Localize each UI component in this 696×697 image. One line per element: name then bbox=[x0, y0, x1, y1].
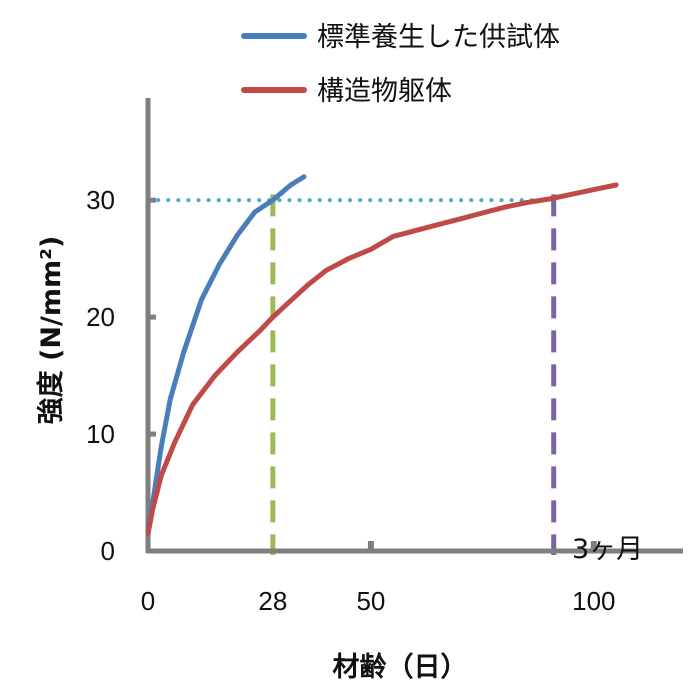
tick-labels: 0 10 20 30 0 28 50 100 bbox=[86, 185, 615, 616]
y-axis-title: 強度 (N/mm²) bbox=[35, 236, 67, 425]
y-tick-label-10: 10 bbox=[86, 419, 115, 449]
x-axis-title: 材齢（日） bbox=[333, 651, 468, 683]
y-tick-label-20: 20 bbox=[86, 302, 115, 332]
series-line-1 bbox=[145, 174, 307, 531]
x-tick-label-28: 28 bbox=[258, 586, 287, 616]
legend-label-1: 標準養生した供試体 bbox=[317, 22, 560, 53]
x-tick-label-50: 50 bbox=[356, 586, 385, 616]
x-tick-label-100: 100 bbox=[572, 586, 615, 616]
y-tick-label-30: 30 bbox=[86, 185, 115, 215]
legend-label-2: 構造物躯体 bbox=[317, 76, 452, 107]
axes bbox=[145, 98, 683, 554]
annotation-3-months: 3ヶ月 bbox=[572, 534, 643, 565]
reference-lines bbox=[146, 194, 557, 555]
series-line-2 bbox=[145, 182, 619, 536]
series-lines bbox=[145, 174, 619, 536]
y-tick-label-0: 0 bbox=[101, 536, 115, 566]
x-tick-label-0: 0 bbox=[141, 586, 155, 616]
